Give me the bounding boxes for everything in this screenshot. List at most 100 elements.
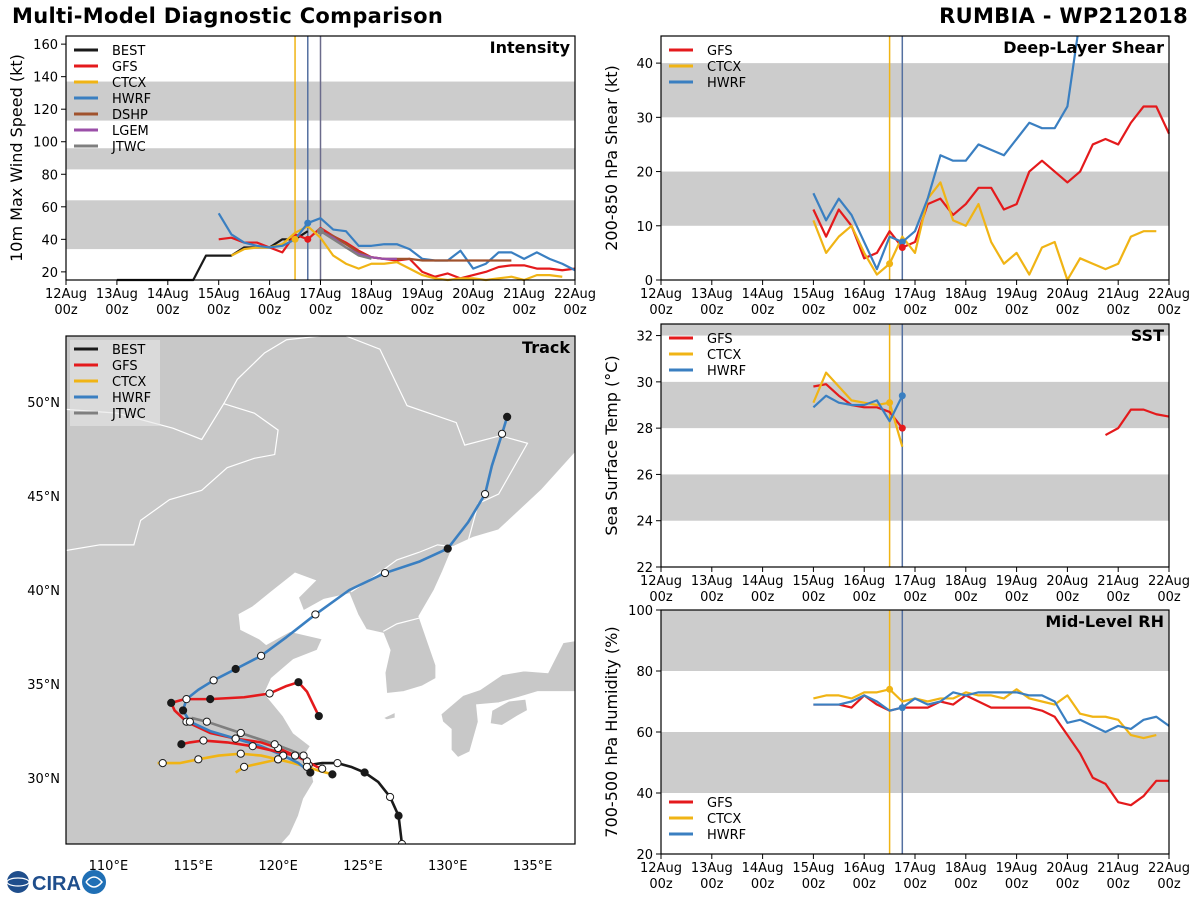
x-tick-label: 00z [954,303,978,318]
legend-label: HWRF [112,391,151,406]
y-tick-label: 20 [636,166,653,181]
shaded-band [661,63,1169,118]
x-tick-label: 00z [207,303,231,318]
ctcx-series-line [813,688,1157,740]
track-point-marker [397,839,407,844]
y-tick-label: 10 [636,220,653,235]
legend-label: HWRF [707,364,746,379]
x-tick-label: 00z [309,303,333,318]
track-point-marker [360,768,369,777]
track-point-marker [182,695,191,704]
panel-title: SST [1131,326,1164,345]
ctcx-init-marker [886,685,894,693]
x-tick-label: 00z [1107,590,1131,605]
x-tick-label: 21Aug [503,287,545,302]
y-axis-label: 700-500 hPa Humidity (%) [602,626,621,837]
track-point-marker [380,568,390,578]
track-point-marker [333,758,342,768]
x-tick-label: 00z [700,877,724,892]
x-tick-label: 20Aug [1046,861,1088,876]
track-point-marker [314,711,323,721]
x-tick-label: 14Aug [742,574,784,589]
ctcx-series-line [812,181,1157,282]
x-tick-label: 00z [1107,303,1131,318]
storm-title: RUMBIA - WP212018 [939,4,1188,28]
track-point-marker [265,689,274,698]
x-tick-label: 19Aug [996,861,1038,876]
y-tick-label: 32 [636,330,653,345]
panel-title: Mid-Level RH [1045,612,1164,631]
legend-label: HWRF [707,828,746,843]
border-russia-east [345,336,529,542]
x-tick-label: 00z [700,590,724,605]
globe-icon [7,871,29,893]
x-tick-label: 00z [751,590,775,605]
hwrf-series-line [812,35,1079,271]
track-point-marker [328,770,337,779]
track-point-marker [231,734,240,743]
track-point-marker [209,676,218,685]
ctcx_branch-track-line [234,758,279,774]
x-tick-label: 21Aug [1097,574,1139,589]
x-tick-label: 16Aug [843,574,885,589]
y-tick-label: 24 [636,515,653,530]
y-tick-label: 20 [41,266,58,281]
x-tick-label: 15Aug [198,287,240,302]
legend-label: GFS [112,359,138,374]
x-tick-label: 18Aug [945,287,987,302]
track-point-marker [497,429,507,438]
track-point-marker [231,664,240,674]
x-tick-label: 00z [360,303,384,318]
track-point-marker [199,736,208,745]
track-point-marker [185,717,194,726]
track-point-marker [311,610,320,619]
track-point-marker [236,749,245,758]
x-tick-label: 00z [512,303,536,318]
page-title: Multi-Model Diagnostic Comparison [12,4,444,28]
x-tick-label: 00z [700,303,724,318]
shaded-band [661,610,1169,671]
track-point-marker [443,544,452,553]
hwrf-series-line [812,394,904,423]
x-tick-label: 00z [258,303,282,318]
jtwc-series-line [319,230,372,260]
ctcx-series-line [230,225,563,282]
map-frame [65,335,576,845]
x-tick-label: 12Aug [45,287,87,302]
ctcx-init-marker [291,235,299,243]
x-tick-label: 20Aug [1046,287,1088,302]
gfs_late-series-line [1104,408,1170,437]
legend-label: LGEM [112,124,149,139]
legend-label: CTCX [707,812,741,827]
y-tick-label: 80 [636,665,653,680]
japan-kyushu-honshu [440,640,575,759]
legend-label: BEST [112,44,145,59]
legend-label: GFS [707,796,733,811]
x-tick-label: 18Aug [945,861,987,876]
ctcx-init-marker [886,399,894,407]
y-tick-label: 120 [33,103,58,118]
y-tick-label: 20 [636,848,653,863]
y-tick-label: 80 [41,168,58,183]
x-tick-label: 00z [1157,590,1181,605]
shaded-band [661,474,1169,521]
x-tick-label: 15Aug [792,861,834,876]
lat-tick-label: 50°N [27,396,60,411]
track-point-marker [248,742,257,751]
track-point-marker [306,768,315,777]
legend-label: JTWC [111,140,146,155]
x-tick-label: 00z [1157,303,1181,318]
legend-label: CTCX [707,348,741,363]
x-tick-label: 00z [802,303,826,318]
sst-panel: 22242628303212Aug00z13Aug00z14Aug00z15Au… [602,323,1190,605]
gfs-init-marker [898,424,906,432]
x-tick-label: 21Aug [1097,287,1139,302]
x-tick-label: 12Aug [640,287,682,302]
gfs-init-marker [898,243,906,251]
x-tick-label: 15Aug [792,287,834,302]
gfs-init-marker [304,235,312,243]
x-tick-label: 12Aug [640,574,682,589]
gfs-series-line [218,226,576,280]
y-tick-label: 60 [41,201,58,216]
